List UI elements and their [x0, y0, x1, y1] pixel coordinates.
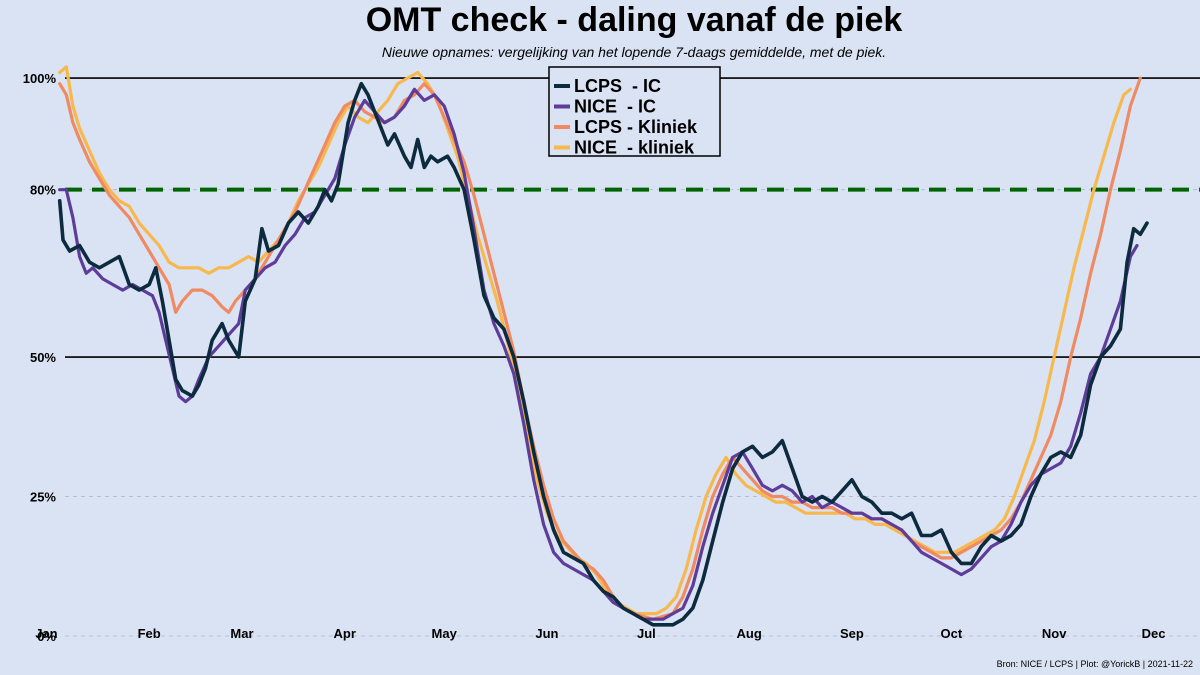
legend-label-1: NICE - IC — [574, 97, 656, 117]
y-tick-label-4: 100% — [23, 71, 57, 86]
series-line-2 — [58, 76, 1142, 621]
source-note: Bron: NICE / LCPS | Plot: @YorickB | 202… — [997, 659, 1193, 669]
legend-label-3: NICE - kliniek — [574, 138, 695, 158]
x-tick-label-10: Nov — [1042, 626, 1067, 641]
x-tick-label-8: Sep — [840, 626, 864, 641]
x-axis-ticks: Jan Feb Mar Apr May Jun Jul Aug Sep Oct Nov Dec — [35, 626, 1165, 641]
chart-title: OMT check - daling vanaf de piek — [366, 1, 903, 39]
legend-label-0: LCPS - IC — [574, 76, 661, 96]
y-tick-label-0: 0% — [37, 629, 56, 644]
y-tick-label-2: 50% — [30, 350, 56, 365]
legend-label-2: LCPS - Kliniek — [574, 117, 698, 137]
series-line-0 — [57, 81, 1149, 627]
x-tick-label-0: Jan — [35, 626, 57, 641]
x-tick-label-4: May — [432, 626, 458, 641]
x-tick-label-11: Dec — [1142, 626, 1166, 641]
x-tick-label-3: Apr — [334, 626, 356, 641]
legend-box — [548, 66, 721, 157]
y-tick-label-3: 80% — [30, 183, 56, 198]
x-tick-label-6: Jul — [637, 626, 656, 641]
series-lines — [57, 65, 1149, 627]
x-tick-label-7: Aug — [737, 626, 762, 641]
x-tick-label-2: Mar — [230, 626, 253, 641]
x-tick-label-1: Feb — [138, 626, 161, 641]
x-tick-label-9: Oct — [941, 626, 963, 641]
y-axis-ticks: 0% 25% 50% 80% 100% — [23, 71, 57, 644]
chart-subtitle: Nieuwe opnames: vergelijking van het lop… — [382, 44, 886, 60]
y-tick-label-1: 25% — [30, 489, 56, 504]
x-tick-label-5: Jun — [535, 626, 558, 641]
